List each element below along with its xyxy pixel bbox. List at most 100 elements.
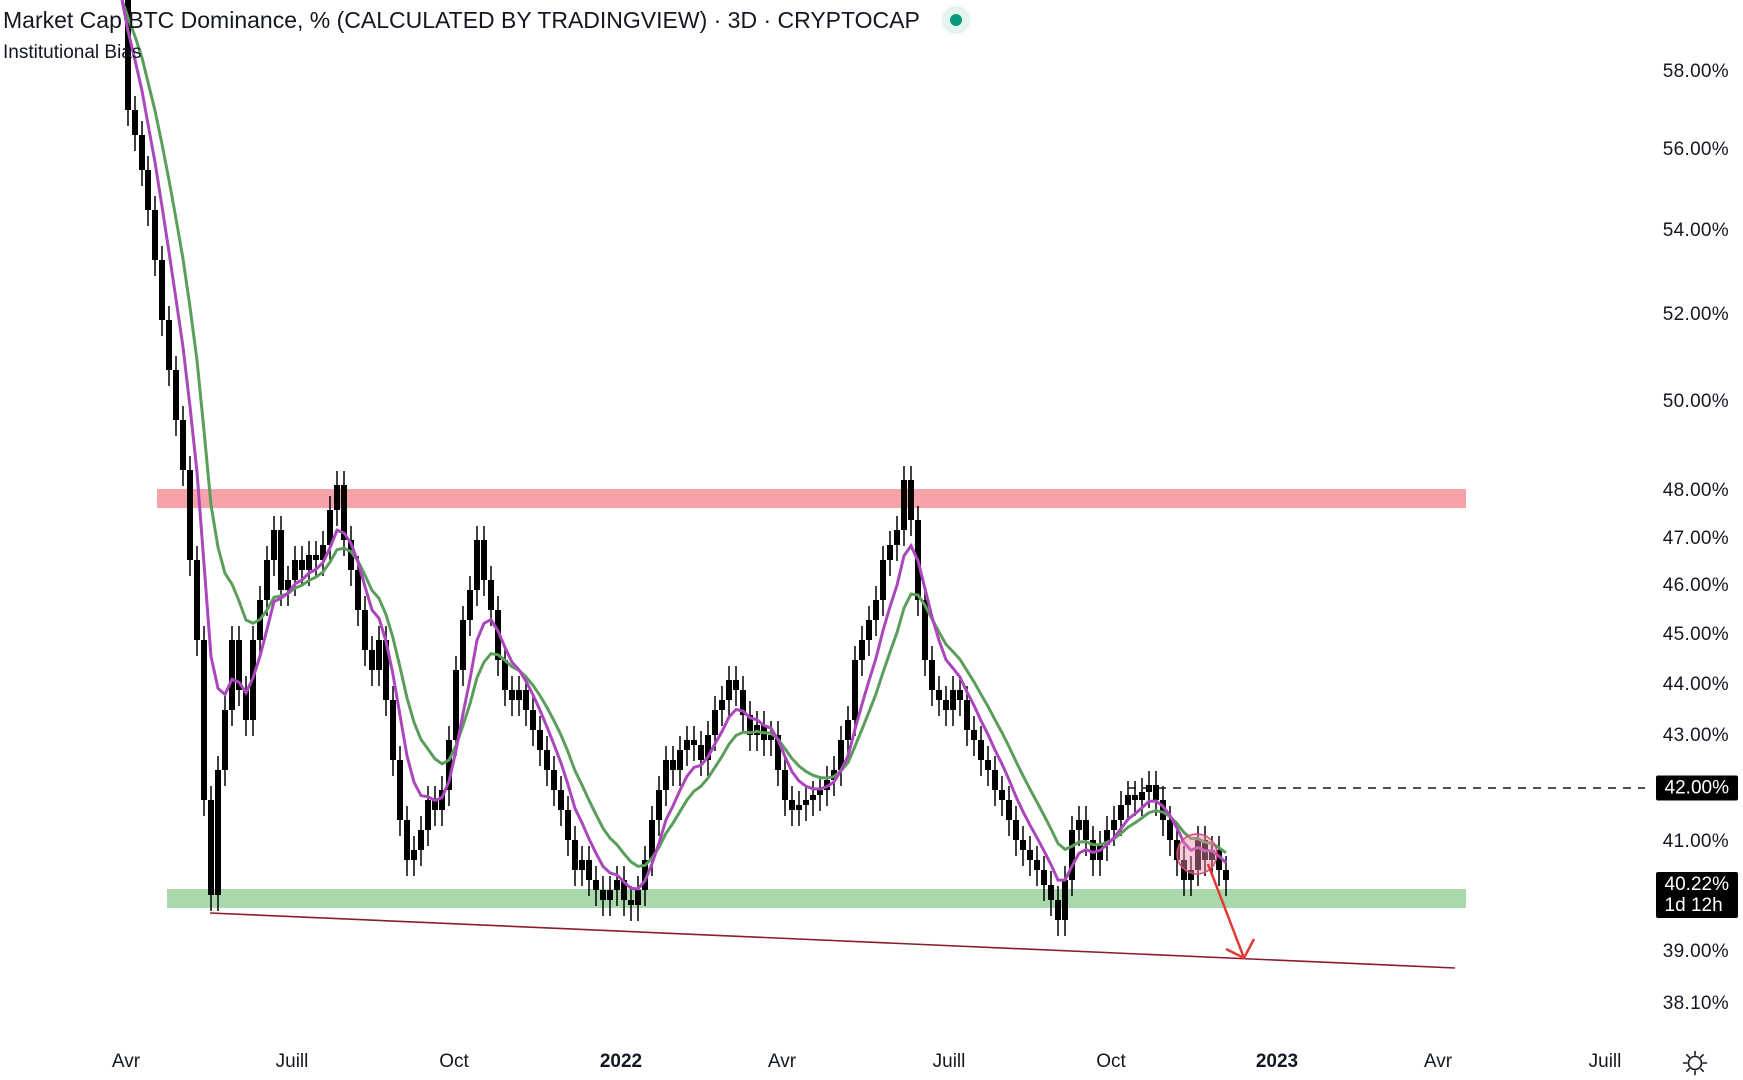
candle-body xyxy=(698,745,704,760)
last-price-tag: 40.22% 1d 12h xyxy=(1655,872,1738,918)
candle-body xyxy=(607,890,613,900)
candle-body xyxy=(439,790,445,810)
resistance-zone[interactable] xyxy=(157,489,1466,508)
symbol-title-row[interactable]: Market Cap BTC Dominance, % (CALCULATED … xyxy=(3,6,970,34)
candle-body xyxy=(453,670,459,740)
candle-body xyxy=(621,880,627,900)
candle-body xyxy=(537,730,543,750)
candle-body xyxy=(747,715,753,735)
candle-body xyxy=(348,540,354,570)
candle-body xyxy=(404,820,410,860)
candle-body xyxy=(733,680,739,690)
trendline-layer xyxy=(209,912,1456,969)
candle-body xyxy=(985,760,991,770)
symbol-title[interactable]: Market Cap BTC Dominance, % (CALCULATED … xyxy=(3,7,920,33)
candle-body xyxy=(1139,792,1145,800)
candle-body xyxy=(159,260,165,320)
time-tick-label: Oct xyxy=(1096,1051,1126,1072)
candle-body xyxy=(1062,880,1068,920)
candle-body xyxy=(125,0,131,110)
candle-body xyxy=(712,710,718,735)
candle-body xyxy=(845,720,851,740)
candle-body xyxy=(132,110,138,135)
candle-body xyxy=(999,790,1005,800)
bar-countdown: 1d 12h xyxy=(1664,895,1723,916)
candle-body xyxy=(334,485,340,510)
down-arrow-line[interactable] xyxy=(1206,863,1246,959)
candle-body xyxy=(551,770,557,790)
candle-body xyxy=(656,790,662,820)
candle-body xyxy=(670,760,676,770)
price-tick-label: 47.00% xyxy=(1662,528,1729,549)
candle-body xyxy=(810,795,816,800)
candle-body xyxy=(866,620,872,640)
candle-body xyxy=(1006,800,1012,820)
candle-body xyxy=(1048,885,1054,900)
candle-body xyxy=(1097,845,1103,860)
candle-body xyxy=(992,770,998,790)
horizontal-line-price-tag: 42.00% xyxy=(1655,775,1738,801)
time-tick-label: Juill xyxy=(275,1051,309,1072)
candle-body xyxy=(803,800,809,805)
candle-body xyxy=(768,735,774,740)
candle-body xyxy=(1216,850,1222,870)
price-tick-label: 54.00% xyxy=(1662,220,1729,241)
time-tick-label: Avr xyxy=(111,1051,141,1072)
candle-body xyxy=(1188,870,1194,880)
candle-body xyxy=(579,860,585,870)
ema-fast-line[interactable] xyxy=(120,0,1228,891)
candle-body xyxy=(838,740,844,770)
market-status-icon[interactable] xyxy=(941,6,970,34)
ema-slow-line[interactable] xyxy=(120,0,1227,868)
candle-body xyxy=(852,660,858,720)
candle-body xyxy=(1041,870,1047,885)
candle-body xyxy=(390,700,396,760)
candle-body xyxy=(1209,850,1215,860)
time-tick-label: 2023 xyxy=(1255,1051,1299,1072)
candle-body xyxy=(397,760,403,820)
candle-body xyxy=(1167,820,1173,840)
candle-body xyxy=(1083,820,1089,840)
candle-body xyxy=(936,690,942,700)
price-tick-label: 38.10% xyxy=(1662,993,1729,1014)
support-trendline[interactable] xyxy=(209,912,1456,969)
time-tick-label: Juill xyxy=(1588,1051,1622,1072)
candle-body xyxy=(306,555,312,570)
candle-body xyxy=(873,600,879,620)
indicator-legend[interactable]: Institutional Bias xyxy=(3,42,142,63)
zones-layer xyxy=(157,489,1466,908)
candle-body xyxy=(299,560,305,570)
candle-body xyxy=(971,730,977,740)
candle-body xyxy=(264,560,270,600)
candle-body xyxy=(341,485,347,540)
highlight-circle[interactable] xyxy=(1176,833,1218,875)
candle-body xyxy=(887,545,893,560)
candle-body xyxy=(502,660,508,690)
candle-body xyxy=(929,660,935,690)
candle-body xyxy=(964,700,970,730)
candle-body xyxy=(642,860,648,890)
price-tick-label: 44.00% xyxy=(1662,674,1729,695)
price-tag-value: 42.00% xyxy=(1664,777,1729,799)
status-dot xyxy=(949,14,962,26)
gear-sun-icon[interactable] xyxy=(1682,1050,1708,1076)
candle-body xyxy=(516,690,522,700)
candle-body xyxy=(383,640,389,700)
candle-body xyxy=(1132,795,1138,800)
price-tick-label: 52.00% xyxy=(1662,304,1729,325)
price-tick-label: 45.00% xyxy=(1662,624,1729,645)
candle-body xyxy=(565,810,571,840)
candle-body xyxy=(957,690,963,700)
price-tick-label: 46.00% xyxy=(1662,575,1729,596)
support-zone[interactable] xyxy=(167,889,1466,908)
candle-body xyxy=(1153,785,1159,800)
candle-body xyxy=(376,640,382,670)
candle-body xyxy=(677,750,683,770)
candle-body xyxy=(166,320,172,370)
candle-body xyxy=(460,620,466,670)
time-tick-label: 2022 xyxy=(599,1051,643,1072)
candle-body xyxy=(236,640,242,690)
candle-body xyxy=(1020,840,1026,850)
candle-body xyxy=(600,890,606,900)
